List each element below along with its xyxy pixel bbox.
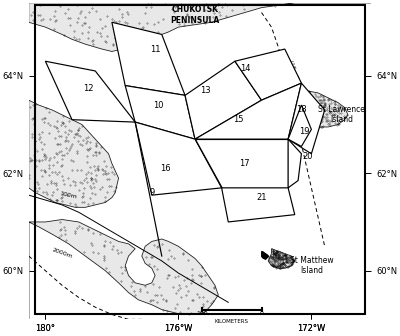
Polygon shape: [195, 83, 302, 139]
Text: 17: 17: [240, 159, 250, 168]
Polygon shape: [29, 3, 371, 51]
Text: 19: 19: [300, 127, 310, 136]
Polygon shape: [282, 100, 295, 112]
Text: St Matthew
Island: St Matthew Island: [290, 256, 333, 276]
Polygon shape: [195, 139, 288, 188]
Polygon shape: [222, 188, 295, 222]
Text: 10: 10: [153, 100, 164, 110]
Text: 20: 20: [303, 152, 313, 161]
Text: 100: 100: [196, 311, 208, 317]
Polygon shape: [125, 86, 195, 139]
Text: 18: 18: [296, 106, 307, 115]
Polygon shape: [288, 105, 311, 146]
Text: U.S. - RUSSIA
CONVENTION OF 1867: U.S. - RUSSIA CONVENTION OF 1867: [279, 48, 307, 108]
Text: 15: 15: [233, 115, 244, 124]
Text: 9: 9: [149, 188, 154, 197]
Polygon shape: [235, 49, 302, 100]
Polygon shape: [288, 83, 325, 154]
Text: 100m: 100m: [60, 191, 78, 200]
Polygon shape: [112, 22, 185, 95]
Text: 14: 14: [240, 64, 250, 73]
Polygon shape: [262, 251, 268, 258]
Text: 11: 11: [150, 45, 160, 53]
Text: 16: 16: [160, 164, 170, 173]
Text: 2000m: 2000m: [51, 248, 73, 260]
Text: St Lawrence
Island: St Lawrence Island: [318, 105, 365, 125]
Polygon shape: [135, 122, 222, 195]
Text: 0: 0: [260, 311, 264, 317]
Text: 12: 12: [83, 84, 94, 92]
Text: 21: 21: [256, 193, 267, 202]
Polygon shape: [29, 100, 118, 207]
Text: 13: 13: [200, 86, 210, 95]
Text: KILOMETERS: KILOMETERS: [214, 319, 248, 324]
Text: CHUKOTSK
PENINSULA: CHUKOTSK PENINSULA: [170, 5, 220, 25]
Polygon shape: [295, 88, 348, 127]
Polygon shape: [288, 139, 302, 188]
Polygon shape: [268, 249, 295, 268]
Polygon shape: [45, 61, 135, 122]
Polygon shape: [29, 219, 218, 319]
Polygon shape: [185, 61, 262, 139]
